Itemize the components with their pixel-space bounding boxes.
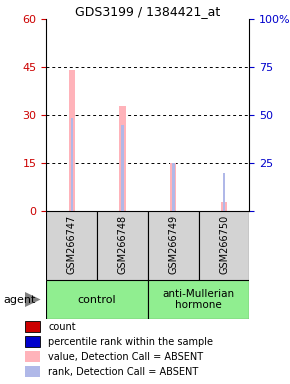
Bar (221, 202, 227, 211)
Bar (70, 118, 73, 211)
Title: GDS3199 / 1384421_at: GDS3199 / 1384421_at (75, 5, 220, 18)
Polygon shape (25, 292, 41, 307)
Bar (69, 70, 75, 211)
Text: agent: agent (3, 295, 35, 305)
Text: rank, Detection Call = ABSENT: rank, Detection Call = ABSENT (48, 367, 198, 377)
Bar (97, 211, 148, 280)
Text: count: count (48, 321, 76, 331)
Text: anti-Mullerian
hormone: anti-Mullerian hormone (163, 289, 235, 310)
Bar (119, 106, 126, 211)
Bar (223, 173, 225, 211)
Text: GSM266750: GSM266750 (219, 215, 229, 274)
Bar (170, 163, 176, 211)
Bar (148, 211, 199, 280)
Bar (148, 280, 249, 319)
Text: GSM266749: GSM266749 (168, 215, 178, 274)
Text: percentile rank within the sample: percentile rank within the sample (48, 336, 213, 347)
Text: GSM266747: GSM266747 (67, 215, 77, 274)
Text: value, Detection Call = ABSENT: value, Detection Call = ABSENT (48, 352, 203, 362)
Bar (46, 211, 97, 280)
Bar (25, 366, 40, 377)
Bar (121, 125, 124, 211)
Bar (25, 336, 40, 348)
Bar (25, 351, 40, 362)
Bar (46, 280, 148, 319)
Text: GSM266748: GSM266748 (117, 215, 128, 274)
Bar (199, 211, 249, 280)
Text: control: control (78, 295, 117, 305)
Bar (172, 163, 175, 211)
Bar (25, 321, 40, 333)
